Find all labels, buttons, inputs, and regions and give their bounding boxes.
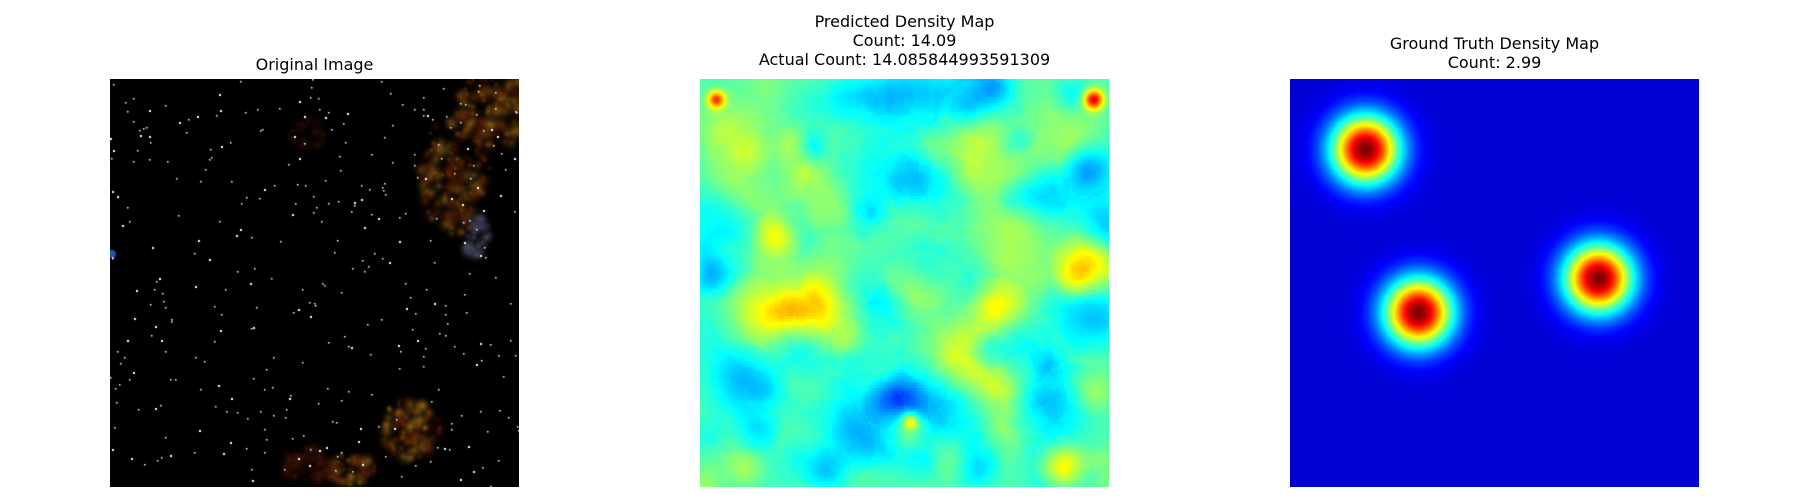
- predicted-density-map: [700, 79, 1109, 487]
- actual-count-line: Actual Count: 14.085844993591309: [758, 50, 1051, 69]
- title-line: Predicted Density Map: [814, 12, 995, 31]
- ground-truth-count-line: Count: 2.99: [1447, 53, 1542, 72]
- predicted-count-line: Count: 14.09: [852, 31, 957, 50]
- original-image-title: Original Image: [110, 55, 519, 74]
- ground-truth-density-map: [1290, 79, 1699, 487]
- title-line: Ground Truth Density Map: [1389, 34, 1600, 53]
- ground-truth-density-title: Ground Truth Density Map Count: 2.99: [1290, 34, 1699, 72]
- predicted-density-title: Predicted Density Map Count: 14.09 Actua…: [700, 12, 1109, 69]
- original-image-panel: [110, 79, 519, 487]
- title-line: Original Image: [255, 55, 374, 74]
